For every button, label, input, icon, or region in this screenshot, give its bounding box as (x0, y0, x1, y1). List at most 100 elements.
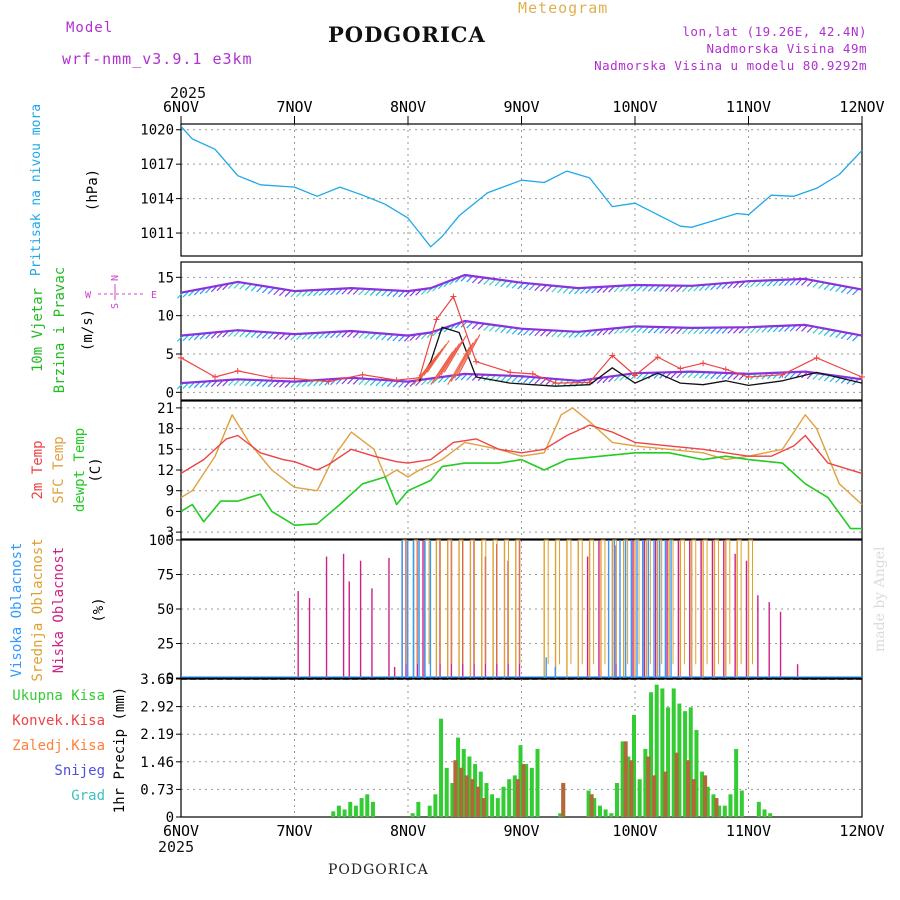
y-tick-label: 75 (157, 568, 174, 584)
wind-barb (840, 286, 848, 294)
x-tick-label-top: 12NOV (839, 98, 884, 116)
cloud-bar-cap (725, 539, 731, 665)
x-tick-label-top: 7NOV (276, 98, 312, 116)
precip-bar (365, 794, 370, 817)
panel-pressure: 1020 1017 1014 1011 (140, 123, 863, 257)
precip-bar (768, 813, 773, 817)
cloud-bar-cap (600, 539, 606, 665)
precip-bar (501, 786, 506, 817)
compass-icon: SN (110, 275, 121, 309)
wind-speed-line (418, 326, 863, 387)
cloud-bar-cap (589, 539, 595, 665)
wind-barb (239, 282, 247, 290)
wind-barb (852, 288, 860, 296)
lonlat-info: lon,lat (19.26E, 42.4N) (682, 24, 867, 39)
gust-mark (722, 366, 729, 373)
wind-barb (488, 278, 496, 286)
wind-barb (840, 332, 848, 340)
storm-wind-arrows (413, 334, 481, 386)
precip-bar (637, 779, 642, 817)
cloud-bar-cap (402, 539, 407, 665)
x-tick-label-top: 11NOV (726, 98, 771, 116)
y-tick-label: 15 (157, 442, 174, 458)
precip-bar (592, 798, 597, 817)
wind-barb (523, 376, 530, 384)
precip-overlap (453, 760, 458, 817)
precip-bar (478, 771, 483, 817)
y-tick-label: 3 (166, 525, 174, 541)
wind-barb (528, 376, 536, 384)
x-tick-label-bottom: 9NOV (503, 822, 539, 840)
wind-barb (256, 285, 264, 293)
precip-bar (336, 805, 341, 817)
y-tick-label: 1020 (140, 123, 174, 139)
page-title: PODGORICA (328, 22, 486, 47)
cloud-title-3: Niska Oblacnost (51, 547, 67, 673)
precip-overlap (686, 760, 691, 817)
gust-mark (234, 367, 241, 374)
y-tick-label: 10 (157, 309, 174, 325)
altitude-info: Nadmorska Visina 49m (706, 41, 867, 56)
x-tick-label-bottom: 12NOV (839, 822, 884, 840)
pressure-unit: (hPa) (85, 169, 101, 211)
precip-bar (518, 745, 523, 817)
gust-mark (677, 365, 684, 372)
precip-bar (717, 805, 722, 817)
gust-mark (291, 375, 298, 382)
cloud-series-1 (401, 539, 753, 678)
credit-watermark: made by Angel (872, 546, 888, 653)
temp-2m-line (180, 424, 863, 475)
x-tick-label-bottom: 11NOV (726, 822, 771, 840)
wind-barb (466, 321, 474, 329)
wind-barb (477, 277, 485, 285)
precip-bar (734, 748, 739, 817)
wind-barb (846, 287, 854, 295)
precip-overlap (652, 775, 657, 817)
wind-barb (250, 284, 258, 292)
gust-mark (632, 372, 638, 379)
precip-bar (614, 782, 619, 817)
cloud-bar-cap (737, 539, 742, 665)
storm-arrow (454, 338, 478, 379)
precip-bar (694, 730, 699, 817)
wind-series-line (180, 319, 863, 337)
panel-frame (180, 400, 863, 540)
precip-bar (586, 790, 591, 817)
y-tick-label: 1014 (140, 192, 174, 208)
cloud-bar-cap (544, 539, 549, 665)
wind-barb (545, 378, 553, 386)
precip-overlap (589, 794, 594, 817)
panel-temperature: 21 18 15 12 9 6 3 (157, 400, 863, 541)
x-tick-label-top: 9NOV (503, 98, 539, 116)
storm-arrow (426, 340, 450, 373)
precip-bar (484, 782, 489, 817)
precip-bar (410, 813, 415, 817)
precip-bar (728, 794, 733, 817)
model-altitude-info: Nadmorska Visina u modelu 80.9292m (594, 58, 867, 73)
compass-n: N (110, 275, 121, 281)
precip-series-0 (331, 684, 773, 817)
pressure-title: Pritisak na nivou mora (29, 104, 44, 276)
precip-bar (524, 764, 529, 817)
precip-bar (700, 771, 705, 817)
wind-barb (477, 323, 485, 331)
wind-barb (818, 328, 825, 335)
y-tick-label: 12 (157, 463, 174, 479)
precip-legend-item: Grad (71, 788, 105, 804)
precip-bar (495, 798, 500, 817)
storm-arrow (450, 342, 474, 382)
compass-w: W (85, 290, 92, 301)
y-tick-label: 0 (166, 810, 174, 826)
precip-bar (512, 775, 517, 817)
precip-overlap (561, 782, 566, 817)
wind-title-2: Brzina i Pravac (52, 267, 68, 393)
y-tick-label: 0 (166, 385, 174, 401)
precip-bar (705, 786, 710, 817)
precip-overlap (476, 786, 481, 817)
temp-title-3: dewpt Temp (72, 428, 88, 512)
y-tick-label: 9 (166, 484, 174, 500)
wind-barb (534, 377, 542, 385)
cloud-bar-cap (481, 539, 487, 665)
wind-barb (233, 281, 241, 289)
